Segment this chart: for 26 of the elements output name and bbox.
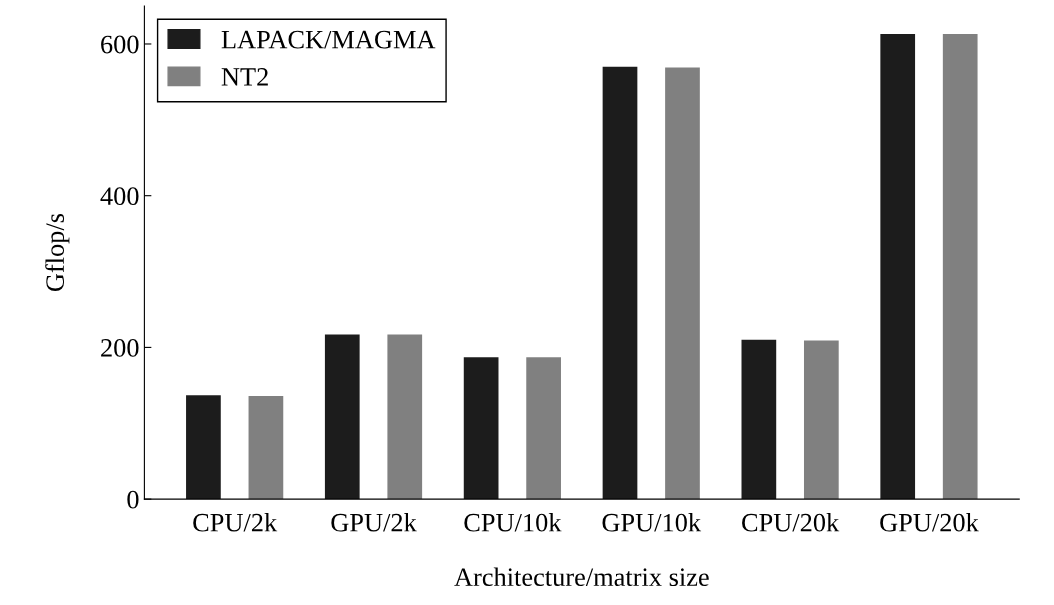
y-tick-label: 600 <box>101 35 139 54</box>
x-tick-label: CPU/10k <box>464 513 562 532</box>
bar <box>186 395 221 500</box>
y-axis-title: Gflop/s <box>45 213 70 292</box>
y-tick-label: 0 <box>127 490 139 509</box>
bar <box>248 395 284 500</box>
y-tick-label: 200 <box>101 339 139 357</box>
bar <box>602 66 638 500</box>
x-tick-label: CPU/20k <box>742 513 840 532</box>
y-tick-label: 400 <box>100 187 139 206</box>
bar <box>526 357 561 500</box>
bar <box>324 334 360 500</box>
x-tick-label: GPU/10k <box>602 513 702 532</box>
legend-label: LAPACK/MAGMA <box>221 30 436 49</box>
bar <box>387 334 423 500</box>
x-tick-label: GPU/2k <box>331 513 417 532</box>
x-axis-title: Architecture/matrix size <box>454 567 709 587</box>
bar <box>463 357 499 500</box>
x-tick-label: CPU/2k <box>193 513 278 532</box>
x-tick-label: GPU/20k <box>880 513 979 532</box>
bar <box>880 34 916 500</box>
bar <box>942 34 978 500</box>
bar <box>741 339 777 500</box>
bar <box>803 340 839 500</box>
legend-label: NT2 <box>221 68 268 86</box>
bar <box>665 67 700 500</box>
